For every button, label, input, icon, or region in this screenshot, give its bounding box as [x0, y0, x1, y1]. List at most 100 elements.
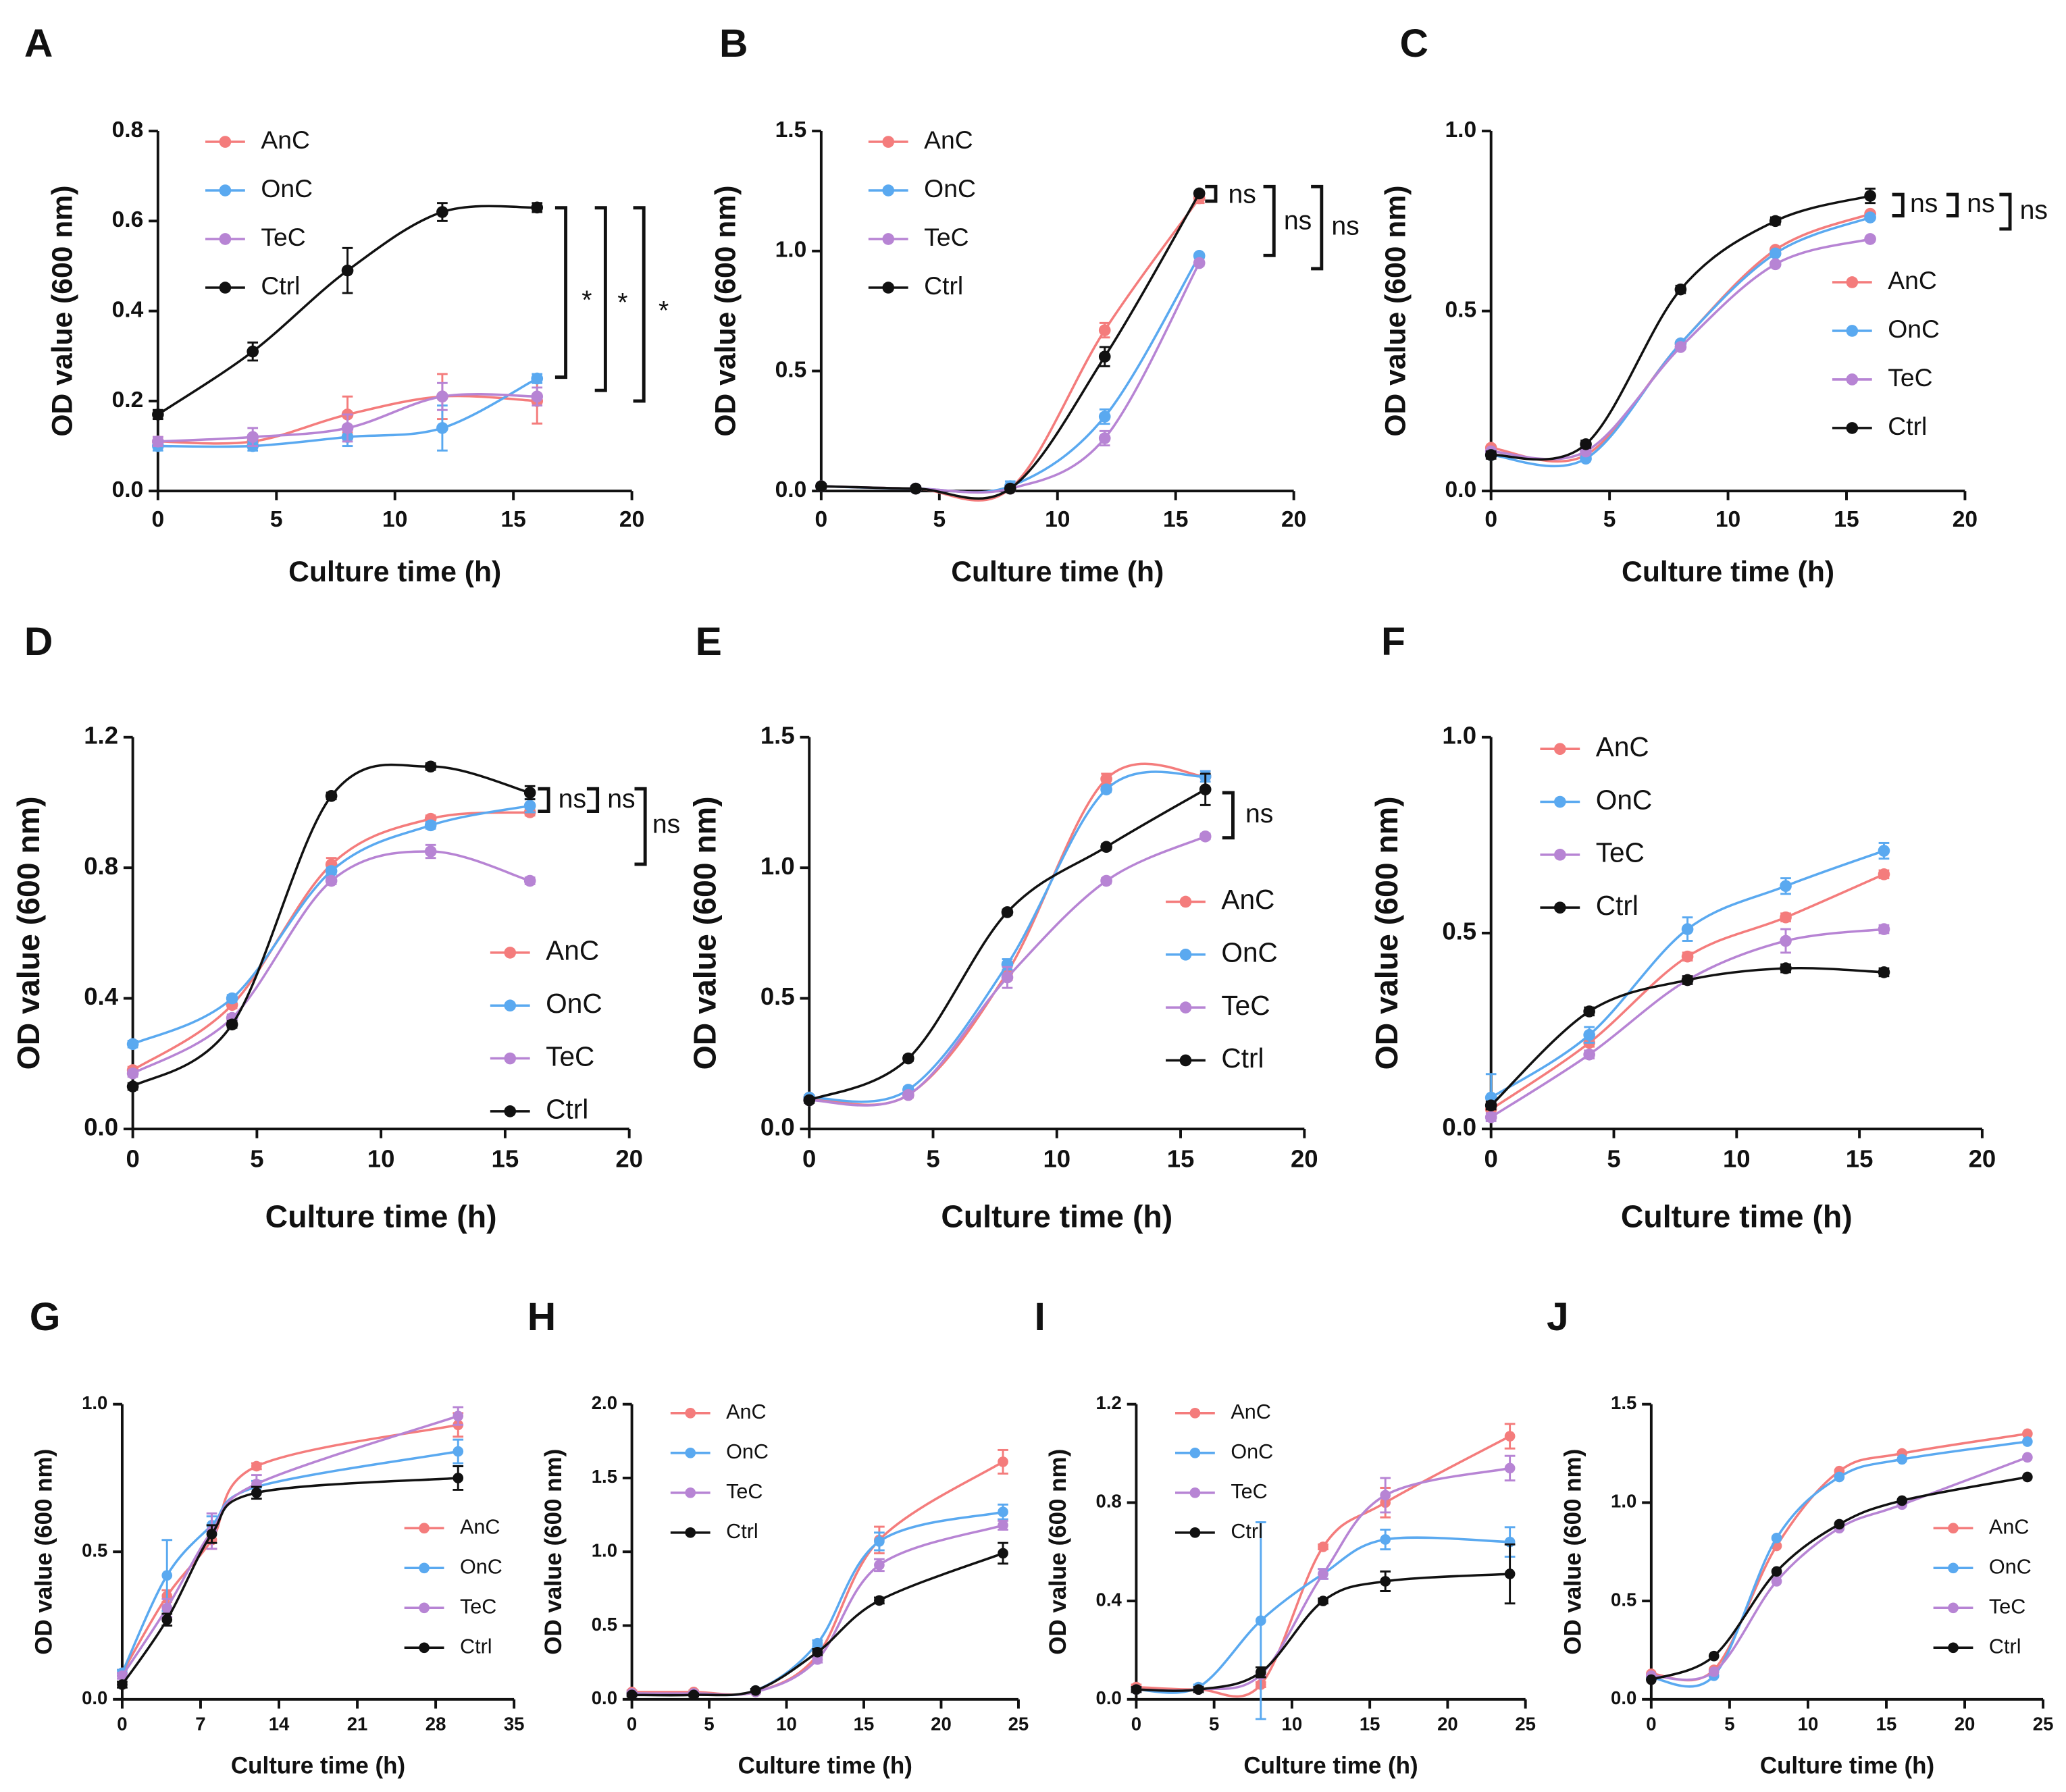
legend-label: TeC: [546, 1040, 594, 1072]
data-point: [2022, 1471, 2033, 1483]
data-point: [1380, 1576, 1391, 1587]
series-line: [157, 205, 538, 416]
y-axis-label: OD value (600 nm): [1045, 1449, 1071, 1655]
data-point: [1484, 1099, 1497, 1111]
x-tick-label: 28: [425, 1714, 446, 1735]
y-tick-label: 0.5: [1442, 918, 1476, 945]
data-point: [1193, 187, 1206, 200]
data-point: [2022, 1436, 2033, 1447]
x-tick-label: 7: [195, 1714, 205, 1735]
panel-label: E: [696, 620, 722, 664]
x-tick-label: 5: [1607, 1144, 1620, 1172]
series-line: [132, 763, 531, 1088]
significance-label: ns: [559, 785, 586, 814]
data-point: [1780, 962, 1792, 974]
x-tick-label: 20: [931, 1714, 952, 1735]
y-tick-label: 0.5: [775, 357, 807, 382]
legend-label: Ctrl: [1231, 1520, 1263, 1543]
data-point: [1580, 438, 1592, 450]
legend-label: AnC: [546, 935, 599, 966]
x-tick-label: 10: [382, 507, 407, 532]
x-tick-label: 25: [2033, 1714, 2054, 1735]
legend-label: TeC: [1596, 837, 1645, 868]
data-point: [1583, 1005, 1595, 1018]
legend-marker: [882, 282, 895, 294]
data-point: [424, 819, 437, 832]
series-line: [121, 1477, 459, 1685]
data-point: [2022, 1428, 2033, 1440]
legend-label: OnC: [261, 174, 313, 203]
y-tick-label: 0.5: [760, 982, 795, 1010]
data-point: [1318, 1596, 1328, 1606]
legend-marker: [419, 1562, 430, 1574]
data-point: [1769, 215, 1782, 228]
data-point: [247, 431, 259, 444]
data-point: [998, 1520, 1008, 1531]
panel-label: F: [1381, 620, 1405, 664]
data-point: [424, 760, 437, 773]
legend-label: TeC: [460, 1595, 496, 1618]
data-point: [1769, 247, 1782, 260]
legend-marker: [1846, 422, 1859, 434]
y-axis-label: OD value (600 nm): [540, 1449, 567, 1655]
legend-marker: [685, 1407, 696, 1419]
legend-label: TeC: [924, 223, 969, 251]
data-point: [1674, 341, 1687, 353]
x-tick-label: 20: [1955, 1714, 1975, 1735]
data-point: [1771, 1576, 1782, 1587]
data-point: [453, 1446, 464, 1457]
legend-label: OnC: [1888, 315, 1940, 343]
significance-bracket: [1999, 192, 2012, 231]
x-tick-label: 20: [615, 1144, 643, 1172]
series-line: [1490, 967, 1884, 1107]
data-point: [325, 789, 338, 802]
x-tick-label: 10: [1723, 1144, 1751, 1172]
legend-marker: [1189, 1447, 1201, 1458]
legend-label: TeC: [726, 1480, 763, 1503]
legend-marker: [685, 1527, 696, 1538]
legend-marker: [1179, 1054, 1192, 1067]
series-line: [1136, 1573, 1510, 1692]
series-line: [132, 811, 530, 1072]
legend-label: Ctrl: [546, 1094, 588, 1125]
y-tick-label: 1.5: [1611, 1392, 1636, 1413]
data-point: [874, 1536, 885, 1547]
data-point: [1318, 1541, 1328, 1552]
panel: I 0 5 10 15 20 25 0.0 0.4 0.8 1.2 Culture time (h) O…: [1034, 1295, 1536, 1779]
y-axis-label: OD value (600 nm): [710, 186, 742, 437]
data-point: [1098, 324, 1111, 336]
data-point: [812, 1647, 823, 1658]
panel: D 0 5 10 15 20 0.0 0.4 0.8 1.2 Culture time (h) OD …: [11, 620, 680, 1234]
data-point: [531, 372, 544, 385]
legend-label: TeC: [1989, 1595, 2025, 1618]
x-tick-label: 5: [1603, 507, 1616, 532]
data-point: [1318, 1569, 1328, 1579]
legend-label: OnC: [1596, 784, 1653, 815]
data-point: [1674, 283, 1687, 296]
series-line: [132, 804, 530, 1045]
x-tick-label: 10: [1045, 507, 1070, 532]
legend-label: AnC: [261, 126, 310, 154]
data-point: [1681, 923, 1694, 935]
data-point: [1001, 906, 1014, 918]
series-line: [821, 192, 1201, 500]
x-axis-label: Culture time (h): [265, 1199, 497, 1234]
y-tick-label: 0.8: [84, 852, 118, 880]
data-point: [341, 422, 354, 434]
legend-label: AnC: [726, 1400, 766, 1423]
y-tick-label: 0.8: [112, 117, 144, 142]
y-tick-label: 0.8: [1096, 1491, 1122, 1512]
data-point: [902, 1052, 914, 1065]
legend-marker: [504, 1105, 517, 1117]
series-line: [808, 788, 1206, 1102]
data-point: [1098, 411, 1111, 423]
legend-label: Ctrl: [924, 271, 963, 300]
data-point: [126, 1038, 139, 1051]
y-tick-label: 1.0: [82, 1392, 107, 1413]
y-tick-label: 1.0: [1442, 721, 1476, 749]
legend-label: Ctrl: [261, 271, 300, 300]
x-tick-label: 20: [619, 507, 644, 532]
significance-bracket: [1892, 192, 1905, 217]
series-line: [1651, 1475, 2028, 1681]
legend-label: AnC: [924, 126, 973, 154]
